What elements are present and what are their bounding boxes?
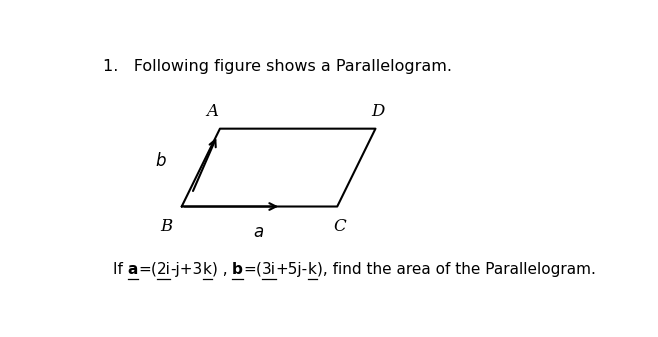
Text: A: A [207, 102, 218, 120]
Text: a: a [128, 262, 138, 277]
Text: C: C [334, 218, 346, 235]
Text: $\mathit{a}$: $\mathit{a}$ [253, 223, 264, 241]
Text: D: D [371, 102, 385, 120]
Text: B: B [161, 218, 172, 235]
Text: b: b [232, 262, 243, 277]
Text: 1.   Following figure shows a Parallelogram.: 1. Following figure shows a Parallelogra… [103, 59, 451, 73]
Text: 3i: 3i [262, 262, 276, 277]
Text: =: = [243, 262, 256, 277]
Text: If: If [113, 262, 128, 277]
Text: 2i: 2i [157, 262, 170, 277]
Text: =: = [138, 262, 151, 277]
Text: $\mathit{b}$: $\mathit{b}$ [155, 152, 167, 170]
Text: ), find the area of the Parallelogram.: ), find the area of the Parallelogram. [316, 262, 595, 277]
Text: k: k [308, 262, 316, 277]
Text: k: k [203, 262, 212, 277]
Text: (: ( [151, 262, 157, 277]
Text: (: ( [256, 262, 262, 277]
Text: ) ,: ) , [212, 262, 232, 277]
Text: -j+3: -j+3 [170, 262, 203, 277]
Text: +5j-: +5j- [276, 262, 308, 277]
